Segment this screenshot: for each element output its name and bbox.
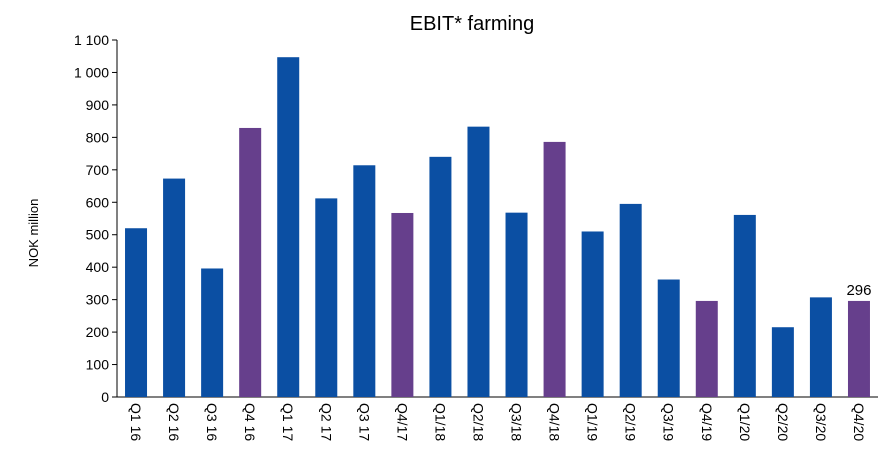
x-tick-label: Q4/17 <box>394 403 410 441</box>
y-tick-label: 1 000 <box>74 64 109 80</box>
bar-q1-20 <box>733 214 756 397</box>
bar-q1-16 <box>125 228 148 397</box>
x-tick-label: Q4/18 <box>547 403 563 441</box>
x-tick-label: Q3/18 <box>509 403 525 441</box>
bar-q2-20 <box>771 327 794 397</box>
x-tick-label: Q2 16 <box>166 403 182 441</box>
chart-title: EBIT* farming <box>410 13 534 35</box>
y-tick-label: 1 100 <box>74 32 109 48</box>
bar-q4-18 <box>543 141 566 397</box>
x-tick-label: Q4/20 <box>851 403 867 441</box>
bar-q2-16 <box>163 178 186 397</box>
x-tick-label: Q2/20 <box>775 403 791 441</box>
y-tick-label: 400 <box>86 259 110 275</box>
y-axis: 0 100 200 300 400 500 600 700 800 900 1 000 1 100 <box>74 32 118 405</box>
bar-q4-17 <box>391 212 414 397</box>
bar-q4-16 <box>239 127 262 398</box>
y-tick-label: 500 <box>86 227 110 243</box>
x-tick-label: Q3 17 <box>356 403 372 441</box>
bar-q3-16 <box>201 268 224 397</box>
data-label: 296 <box>846 282 871 299</box>
x-tick-label: Q2 17 <box>318 403 334 441</box>
y-tick-label: 200 <box>86 324 110 340</box>
y-tick-label: 700 <box>86 162 110 178</box>
x-tick-label: Q1 17 <box>280 403 296 441</box>
bar-q4-19 <box>695 300 718 397</box>
bar-q3-18 <box>505 212 528 397</box>
y-tick-label: 800 <box>86 129 110 145</box>
x-tick-label: Q3/20 <box>813 403 829 441</box>
bar-q4-20 <box>847 300 870 397</box>
x-tick-label: Q2/18 <box>470 403 486 441</box>
y-axis-label: NOK million <box>26 199 41 268</box>
x-tick-label: Q1/18 <box>432 403 448 441</box>
x-tick-label: Q4/19 <box>699 403 715 441</box>
x-tick-label: Q2/19 <box>623 403 639 441</box>
x-tick-label: Q1/19 <box>585 403 601 441</box>
bar-q3-19 <box>657 279 680 397</box>
y-tick-label: 900 <box>86 97 110 113</box>
data-labels: 296 <box>846 282 871 299</box>
bar-q2-17 <box>315 198 338 397</box>
bar-q1-18 <box>429 156 452 397</box>
bar-q1-17 <box>277 57 300 398</box>
y-tick-label: 100 <box>86 357 110 373</box>
x-tick-label: Q1/20 <box>737 403 753 441</box>
bar-q2-19 <box>619 203 642 397</box>
y-tick-label: 0 <box>101 389 109 405</box>
x-tick-label: Q4 16 <box>242 403 258 441</box>
x-tick-label: Q3 16 <box>204 403 220 441</box>
x-tick-label: Q1 16 <box>128 403 144 441</box>
bars <box>125 57 870 398</box>
x-axis: Q1 16 Q2 16 Q3 16 Q4 16 Q1 17 Q2 17 Q3 17 Q4/17… <box>117 396 878 441</box>
x-tick-label: Q3/19 <box>661 403 677 441</box>
bar-q2-18 <box>467 126 490 398</box>
y-tick-label: 600 <box>86 194 110 210</box>
bar-q1-19 <box>581 231 604 397</box>
bar-q3-20 <box>809 297 832 397</box>
y-tick-label: 300 <box>86 292 110 308</box>
bar-q3-17 <box>353 165 376 397</box>
